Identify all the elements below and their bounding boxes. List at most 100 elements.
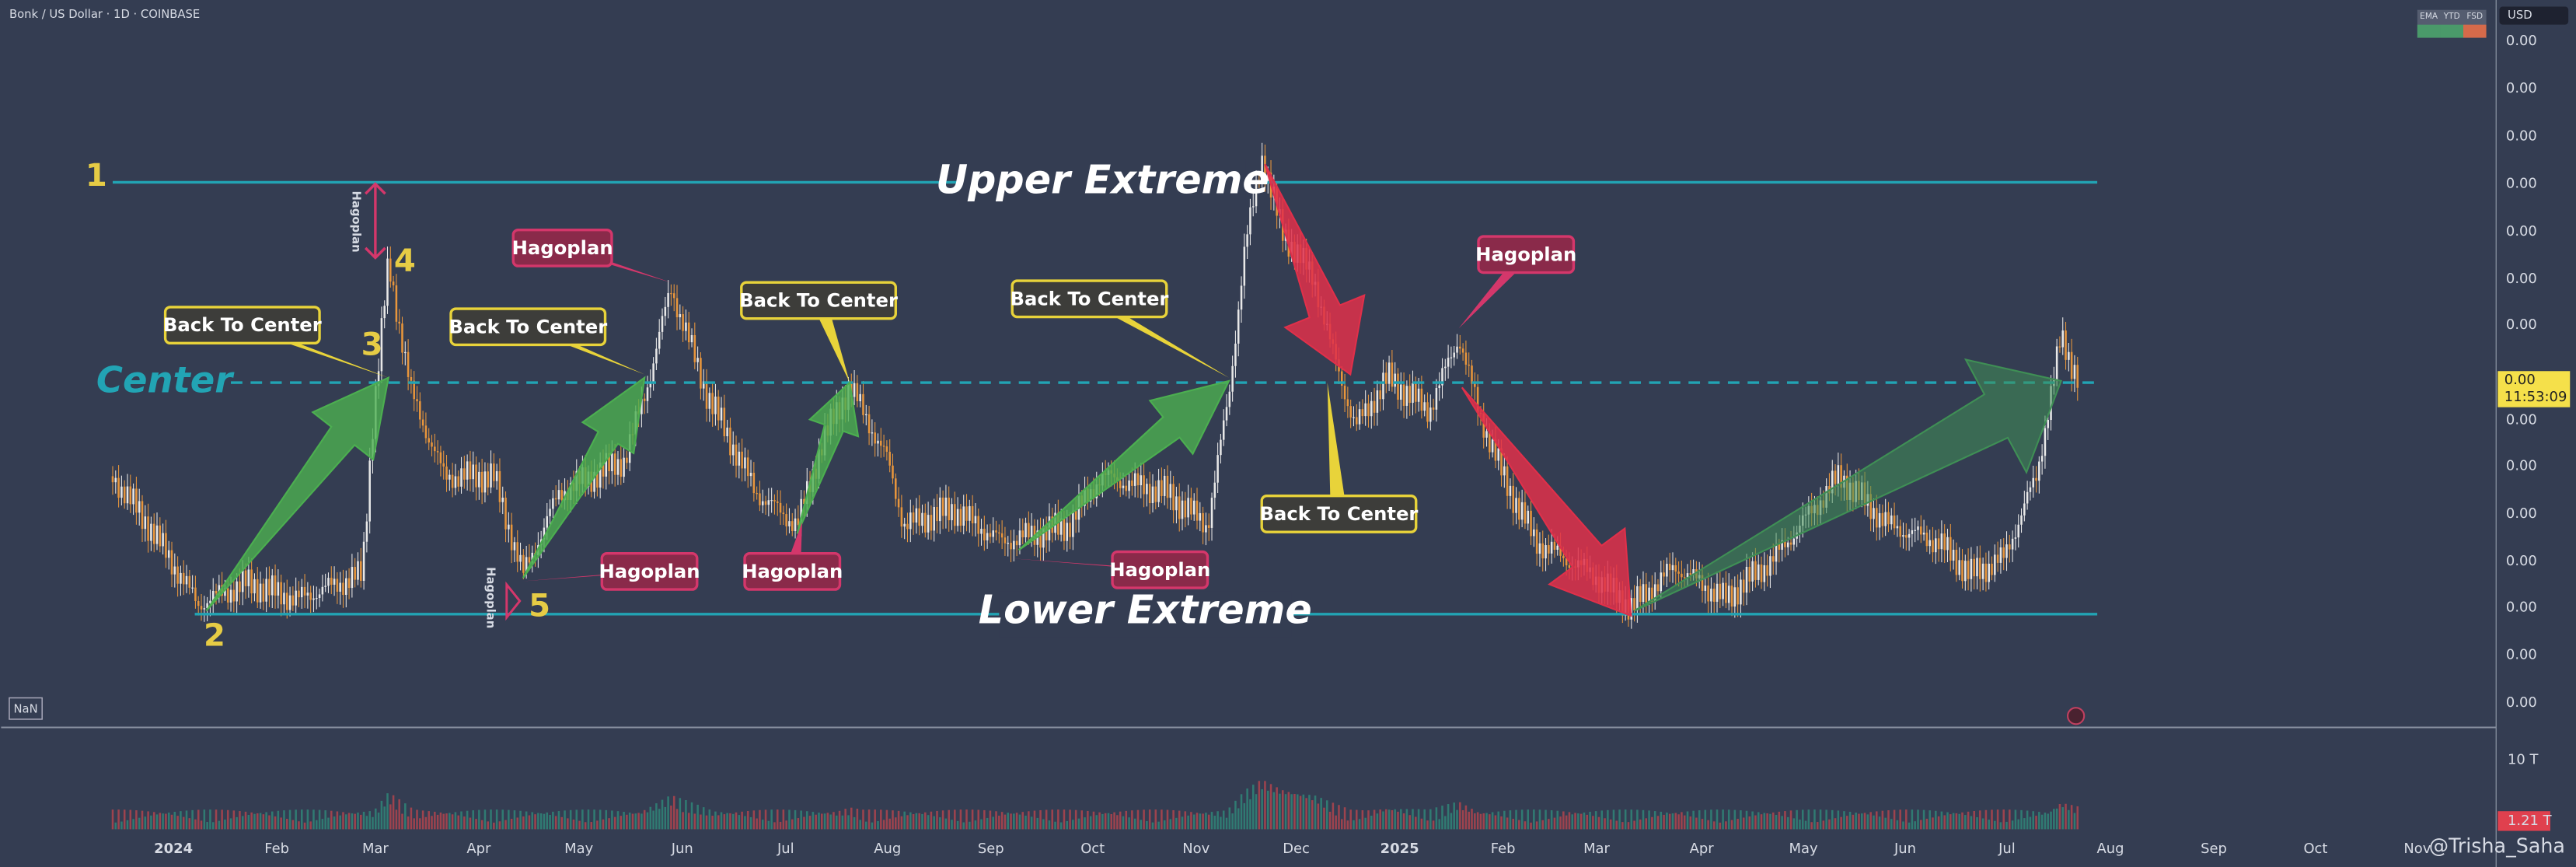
volume-bar [1036,817,1039,830]
volume-bar [1361,810,1364,830]
volume-bar [623,812,625,830]
volume-bar [803,816,805,830]
volume-bar [1461,809,1464,830]
time-tick: Jun [1894,841,1916,857]
candle [1000,533,1004,538]
candle [129,486,132,505]
candle [232,589,236,602]
volume-bar [1405,809,1408,830]
volume-bar [1356,809,1358,830]
candle [2014,537,2017,539]
candle [1837,465,1840,484]
volume-bar [1072,820,1074,830]
candle [924,512,927,533]
volume-bar [672,795,675,830]
candle [1500,448,1503,476]
candle [327,578,330,586]
candle [1701,575,1704,591]
volume-bar [392,795,395,830]
symbol-header: Bonk / US Dollar · 1D · COINBASE [9,8,200,21]
volume-bar [1568,812,1571,830]
volume-bar [318,809,321,830]
candle [295,590,297,606]
candle [1943,533,1946,551]
candle [449,474,451,480]
candle [1683,577,1686,579]
volume-bar [954,809,956,830]
candle [552,498,554,509]
candle [1727,586,1730,603]
candle [1202,512,1204,533]
candle [144,516,147,530]
candle [1707,586,1709,602]
candle [1689,573,1692,575]
volume-bar [194,819,197,830]
candle [974,516,977,524]
candle [188,575,191,588]
volume-bar [705,815,708,830]
candle [265,579,267,602]
candle [377,371,380,386]
volume-bar [1571,814,1574,830]
candle [1373,400,1376,413]
candle [1385,372,1387,384]
volume-bar [1840,816,1842,830]
volume-bar [1828,819,1831,830]
candle [469,461,472,480]
volume-bar [398,799,400,830]
candle [788,521,791,526]
candle [1420,388,1423,411]
candle [1353,417,1355,418]
candle [1760,564,1763,582]
candle [2032,477,2034,488]
candle [460,468,462,487]
volume-bar [1636,809,1639,830]
point-label: 5 [529,588,550,624]
candle [283,593,285,605]
candle [658,331,661,349]
candle [298,590,300,598]
volume-bar [321,819,324,830]
volume-bar [1548,819,1550,830]
candle [693,335,696,362]
volume-bar [478,809,480,830]
candle [1553,541,1556,550]
price-tick: 0.00 [2506,176,2537,192]
volume-bar [1873,815,1875,830]
candle [120,486,123,498]
candle [1172,484,1175,511]
volume-bar [351,813,354,830]
candle [927,515,930,533]
price-tick: 0.00 [2506,694,2537,711]
candle [1459,346,1461,349]
volume-bar [2035,816,2037,830]
volume-bar [1101,813,1104,830]
candle [1873,508,1875,519]
candle [679,314,682,317]
volume-bar [969,821,971,830]
candle [1441,368,1443,386]
candle [316,597,318,600]
time-tick: Oct [1080,841,1105,857]
candle [1004,537,1007,544]
candle [383,306,386,319]
candle [1922,532,1925,535]
candle [1763,565,1766,582]
candle [744,457,746,469]
volume-bar [1952,813,1955,830]
volume-bar [1435,807,1438,830]
volume-bar [1013,813,1015,830]
candle [1192,500,1196,515]
volume-bar [1140,820,1143,830]
volume-bar [1205,813,1207,830]
volume-bar [1471,809,1473,830]
candle [2073,365,2076,379]
volume-bar [498,821,501,830]
candle [2068,351,2070,360]
candle [513,542,516,551]
volume-bar [1642,809,1645,830]
candle [1015,540,1018,546]
candle [522,554,525,573]
candle [1503,466,1506,476]
